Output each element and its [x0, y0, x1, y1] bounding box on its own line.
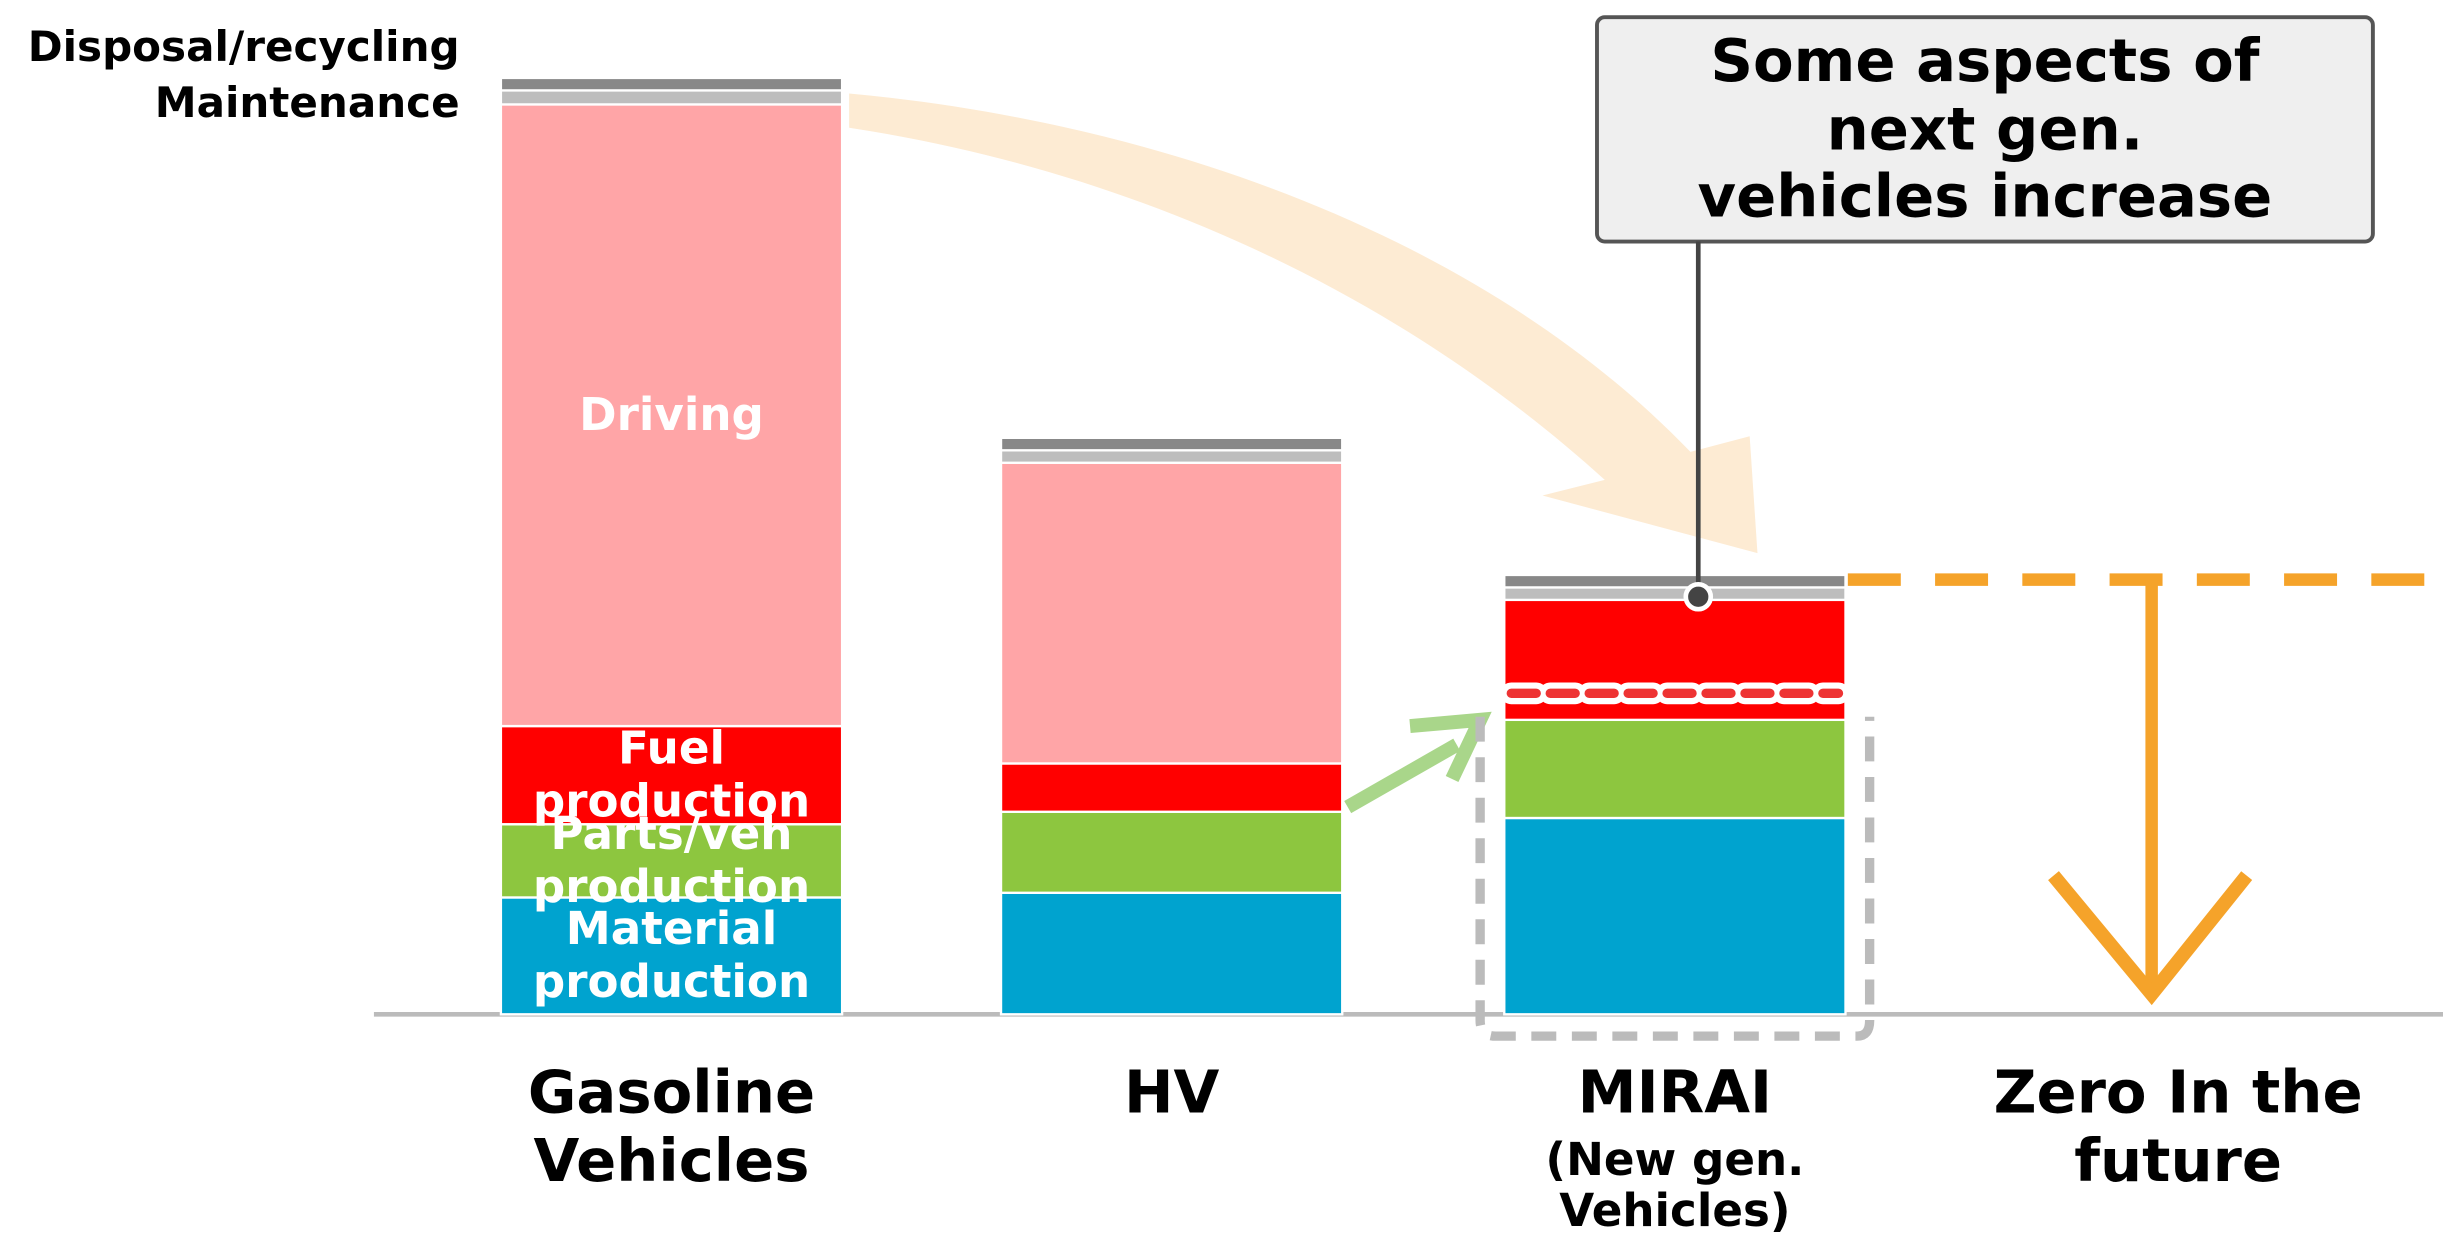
- bar-segment: [499, 896, 844, 1016]
- x-tick-label: Zero In the future: [1993, 1059, 2363, 1195]
- bar-segment: [999, 891, 1344, 1016]
- bar-segment: [499, 89, 844, 106]
- legend-label: Maintenance: [155, 78, 460, 127]
- down-arrow-head: [2048, 871, 2253, 1006]
- bars: [499, 76, 1847, 1016]
- segment-label-box: Fuel production: [532, 725, 811, 826]
- segment-label-box: Driving: [579, 387, 764, 441]
- callout-box: [1595, 15, 2375, 244]
- callout-text: Some aspects of next gen. vehicles incre…: [1697, 28, 2273, 238]
- bar-segment: [499, 724, 844, 826]
- segment-label-box: Parts/veh production: [532, 810, 811, 911]
- category-note-box: (New gen. Vehicles): [1545, 1134, 1805, 1238]
- segment-label-box: Material production: [532, 906, 811, 1006]
- bar-segment: [1503, 586, 1847, 602]
- x-tick-label-box: Zero In the future: [1993, 1059, 2363, 1195]
- bar-segment: [1503, 573, 1847, 589]
- segment-label: Driving: [579, 387, 764, 441]
- bar-segment: [499, 76, 844, 92]
- x-tick-label-box: MIRAI: [1577, 1059, 1773, 1127]
- segment-label: Material production: [532, 906, 811, 1006]
- category-note: (New gen. Vehicles): [1545, 1134, 1805, 1238]
- callout: Some aspects of next gen. vehicles incre…: [1697, 28, 2273, 238]
- bar-segment: [999, 461, 1344, 765]
- bar-segment: [1503, 718, 1847, 820]
- bar-segment: [499, 103, 844, 728]
- segment-label: Parts/veh production: [532, 810, 811, 911]
- x-tick-label: Gasoline Vehicles: [527, 1059, 816, 1195]
- x-tick-label-box: HV: [1123, 1059, 1220, 1127]
- legend-label: Disposal/recycling: [28, 22, 460, 71]
- bar-segment: [999, 810, 1344, 894]
- x-tick-label-box: Gasoline Vehicles: [527, 1059, 816, 1195]
- x-tick-label: HV: [1123, 1059, 1220, 1127]
- dashed-box: [1475, 716, 1875, 1041]
- trend-arrow: [849, 93, 1758, 554]
- segment-label: Fuel production: [532, 725, 811, 826]
- callout-dot: [1683, 581, 1714, 612]
- green-arrow: [1344, 738, 1461, 814]
- bar-segment: [999, 436, 1344, 452]
- bar-segment: [999, 449, 1344, 464]
- x-tick-label: MIRAI: [1577, 1059, 1773, 1127]
- bar-segment: [999, 762, 1344, 813]
- bar-segment: [1503, 816, 1847, 1016]
